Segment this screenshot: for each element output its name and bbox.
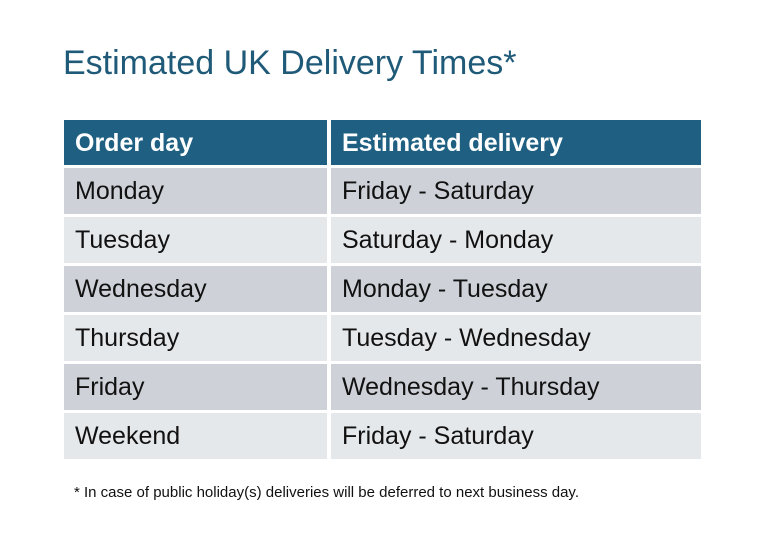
delivery-cell: Monday - Tuesday [331,266,701,312]
delivery-cell: Tuesday - Wednesday [331,315,701,361]
table-row: Wednesday Monday - Tuesday [64,266,701,312]
header-order-day: Order day [64,120,327,165]
footnote: * In case of public holiday(s) deliverie… [74,484,579,501]
table-row: Tuesday Saturday - Monday [64,217,701,263]
page-title: Estimated UK Delivery Times* [63,44,517,82]
delivery-cell: Saturday - Monday [331,217,701,263]
table-row: Thursday Tuesday - Wednesday [64,315,701,361]
order-day-cell: Wednesday [64,266,327,312]
order-day-cell: Monday [64,168,327,214]
delivery-cell: Friday - Saturday [331,413,701,459]
table-row: Monday Friday - Saturday [64,168,701,214]
delivery-cell: Friday - Saturday [331,168,701,214]
order-day-cell: Thursday [64,315,327,361]
table-row: Weekend Friday - Saturday [64,413,701,459]
table-header: Order day Estimated delivery [64,120,701,165]
order-day-cell: Friday [64,364,327,410]
header-estimated-delivery: Estimated delivery [331,120,701,165]
order-day-cell: Weekend [64,413,327,459]
delivery-table: Order day Estimated delivery Monday Frid… [64,120,701,462]
table-row: Friday Wednesday - Thursday [64,364,701,410]
delivery-cell: Wednesday - Thursday [331,364,701,410]
order-day-cell: Tuesday [64,217,327,263]
